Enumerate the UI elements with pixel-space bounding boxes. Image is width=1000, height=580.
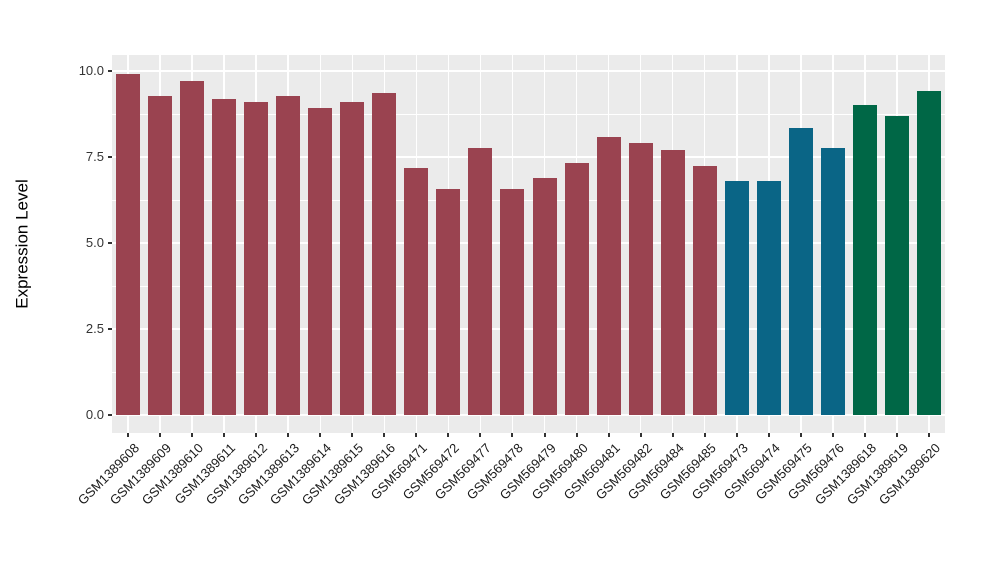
x-tickmark [927,433,930,437]
x-tickmark [607,433,610,437]
x-tickmark [255,433,258,437]
x-tickmark [479,433,482,437]
bar-GSM1389612 [244,101,269,415]
plot-panel [112,55,945,433]
y-tick-label: 7.5 [85,149,104,164]
x-tickmark [415,433,418,437]
bar-GSM569475 [788,127,813,415]
y-tick-label: 2.5 [85,321,104,336]
x-tickmark [191,433,194,437]
gridline-minor-h [112,113,945,115]
x-tickmark [799,433,802,437]
x-tickmark [287,433,290,437]
x-tickmark [575,433,578,437]
x-tickmark [639,433,642,437]
x-tickmark [319,433,322,437]
y-tickmark [108,242,112,244]
y-tickmark [108,414,112,416]
x-tickmark [511,433,514,437]
x-tickmark [895,433,898,437]
bar-GSM569484 [660,150,685,415]
bar-GSM569482 [628,142,653,415]
x-tickmark [767,433,770,437]
gridline-major-h [112,156,945,158]
gridline-major-h [112,414,945,416]
bar-GSM1389614 [308,107,333,415]
gridline-minor-h [112,199,945,201]
bar-GSM1389611 [212,98,237,415]
y-tickmark [108,328,112,330]
x-tickmark [671,433,674,437]
bar-GSM1389620 [916,90,941,415]
bar-GSM569481 [596,136,621,415]
bar-GSM569479 [532,178,557,415]
bar-GSM569485 [692,166,717,415]
x-tickmark [831,433,834,437]
y-tickmark [108,70,112,72]
bar-GSM1389610 [180,80,205,415]
gridline-major-h [112,242,945,244]
bar-GSM1389615 [340,101,365,415]
y-tick-label: 0.0 [85,407,104,422]
y-tickmark [108,156,112,158]
x-tickmark [735,433,738,437]
x-tickmark [447,433,450,437]
y-tick-label: 10.0 [78,63,104,78]
bar-GSM569477 [468,148,493,415]
y-tick-label: 5.0 [85,235,104,250]
gridline-minor-h [112,285,945,287]
gridline-minor-h [112,371,945,373]
x-tickmark [127,433,130,437]
bar-GSM569474 [756,180,781,415]
bar-GSM569478 [500,189,525,415]
bar-GSM569472 [436,189,461,415]
bar-GSM1389619 [884,116,909,415]
bar-GSM569471 [404,168,429,415]
bar-GSM569480 [564,162,589,415]
x-tickmark [351,433,354,437]
x-tickmark [223,433,226,437]
bar-GSM1389618 [852,105,877,415]
x-tickmark [383,433,386,437]
x-tickmark [543,433,546,437]
x-tickmark [159,433,162,437]
x-tickmark [863,433,866,437]
bar-GSM1389608 [116,73,141,415]
x-tickmark [703,433,706,437]
bar-GSM1389616 [372,93,397,415]
bar-GSM569476 [820,148,845,415]
gridline-major-h [112,70,945,72]
bar-GSM1389613 [276,95,301,415]
bar-GSM569473 [724,180,749,415]
gridline-major-h [112,328,945,330]
bar-GSM1389609 [148,95,173,415]
